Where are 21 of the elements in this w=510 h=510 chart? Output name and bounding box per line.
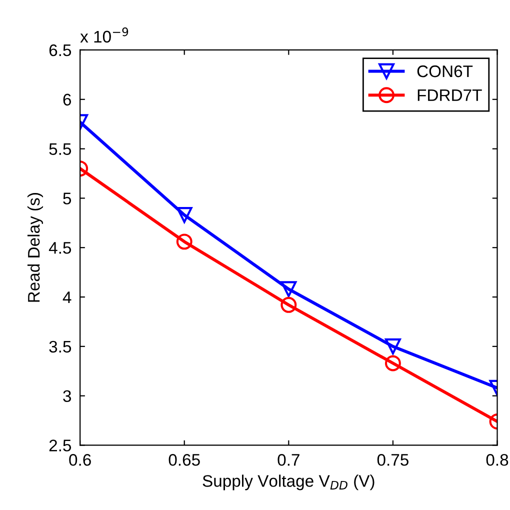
y-tick-label: 6	[63, 94, 72, 106]
legend-label: CON6T	[417, 65, 473, 78]
y-tick-label: 5.5	[49, 143, 72, 155]
point	[280, 296, 297, 313]
y-axis-title: Read Delay (s)	[27, 193, 44, 302]
x-axis-title: Supply Voltage V$_{DD}$ (V)	[202, 474, 374, 490]
legend-label: FDRD7T	[418, 89, 482, 101]
x-tick-label: 0.75	[377, 454, 408, 466]
y-tick-label: 4	[62, 292, 72, 304]
y-tick-label: 3.5	[49, 340, 72, 353]
y-tick-label: 5	[63, 192, 72, 204]
x-tick-label: 0.6	[69, 454, 91, 466]
text: x 10$^{−9}$	[80, 27, 128, 43]
y-tick-label: 3	[63, 390, 72, 402]
point	[280, 281, 297, 298]
y-tick-label: 2.5	[49, 440, 72, 452]
y-tick-label: 6.5	[49, 44, 72, 56]
x-tick-label: 0.65	[168, 454, 200, 466]
x-tick-label: 0.7	[278, 454, 300, 466]
y-tick-label: 4.5	[48, 242, 72, 254]
x-tick-label: 0.8	[486, 454, 508, 466]
